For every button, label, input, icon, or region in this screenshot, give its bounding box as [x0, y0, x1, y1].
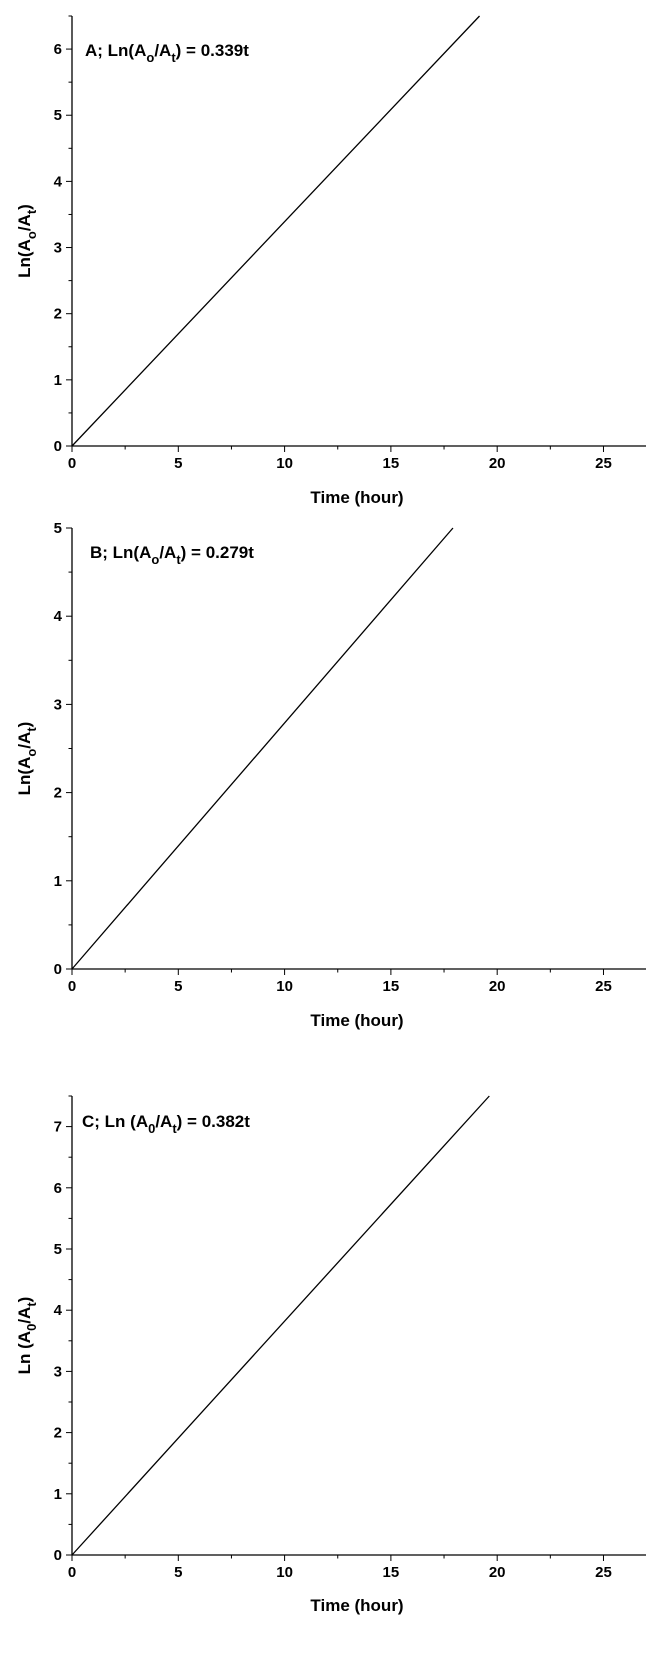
x-tick-label: 5: [174, 455, 182, 472]
y-tick-label: 4: [54, 1302, 63, 1319]
x-tick-label: 15: [383, 978, 400, 995]
y-axis-label-pre: Ln(A: [15, 757, 34, 796]
y-axis-label-mid: /A: [15, 1307, 34, 1324]
equation-annotation-post: ) = 0.382t: [177, 1112, 251, 1131]
x-tick-label: 15: [383, 1564, 400, 1581]
y-axis-label: Ln(Ao/At): [15, 722, 39, 796]
equation-annotation-sub2: t: [176, 552, 181, 567]
y-tick-label: 3: [54, 1363, 62, 1380]
equation-annotation: C; Ln (A0/At) = 0.382t: [82, 1112, 250, 1136]
x-tick-label: 0: [68, 455, 76, 472]
equation-annotation-post: ) = 0.279t: [181, 543, 255, 562]
y-tick-label: 7: [54, 1119, 62, 1136]
series-line: [71, 1095, 490, 1556]
y-tick-label: 0: [54, 1547, 62, 1564]
series-line: [71, 15, 481, 447]
x-tick-label: 25: [595, 978, 612, 995]
y-axis-label-pre: Ln(A: [15, 239, 34, 278]
y-tick-label: 1: [54, 873, 62, 890]
equation-annotation-sub2: t: [172, 1121, 177, 1136]
x-tick-label: 5: [174, 978, 182, 995]
x-tick-label: 15: [383, 455, 400, 472]
equation-annotation-pre: B; Ln(A: [90, 543, 151, 562]
equation-annotation-pre: C; Ln (A: [82, 1112, 148, 1131]
y-axis-label-sub2: t: [24, 209, 39, 214]
y-tick-label: 3: [54, 240, 62, 257]
y-tick-label: 6: [54, 41, 62, 58]
x-tick-label: 0: [68, 978, 76, 995]
y-tick-label: 3: [54, 696, 62, 713]
y-axis-label-post: ): [15, 204, 34, 210]
series-line: [71, 527, 454, 970]
y-tick-label: 0: [54, 961, 62, 978]
equation-annotation-mid: /A: [159, 543, 176, 562]
x-tick-label: 20: [489, 455, 506, 472]
equation-annotation-post: ) = 0.339t: [176, 41, 250, 60]
y-tick-label: 5: [54, 1241, 62, 1258]
equation-annotation-sub1: o: [146, 50, 154, 65]
y-axis-label-mid: /A: [15, 214, 34, 231]
y-tick-label: 2: [54, 785, 62, 802]
equation-annotation: A; Ln(Ao/At) = 0.339t: [85, 41, 249, 65]
x-tick-label: 5: [174, 1564, 182, 1581]
y-axis-label-sub1: 0: [24, 1324, 39, 1331]
y-tick-label: 6: [54, 1180, 62, 1197]
equation-annotation-sub1: o: [151, 552, 159, 567]
y-tick-label: 2: [54, 306, 62, 323]
x-tick-label: 20: [489, 1564, 506, 1581]
equation-annotation-sub2: t: [171, 50, 176, 65]
y-axis-label-sub1: o: [24, 231, 39, 239]
x-tick-label: 10: [276, 978, 293, 995]
x-axis-label: Time (hour): [310, 1596, 403, 1615]
x-tick-label: 10: [276, 455, 293, 472]
y-tick-label: 0: [54, 438, 62, 455]
x-tick-label: 10: [276, 1564, 293, 1581]
y-axis-label-mid: /A: [15, 732, 34, 749]
y-tick-label: 1: [54, 372, 62, 389]
y-tick-label: 5: [54, 520, 62, 537]
y-axis-label: Ln (A0/At): [15, 1297, 39, 1375]
y-axis-label-pre: Ln (A: [15, 1331, 34, 1374]
equation-annotation-sub1: 0: [148, 1121, 155, 1136]
y-axis-label-post: ): [15, 722, 34, 728]
y-axis-label: Ln(Ao/At): [15, 204, 39, 278]
y-axis-label-sub1: o: [24, 749, 39, 757]
x-tick-label: 25: [595, 455, 612, 472]
x-tick-label: 0: [68, 1564, 76, 1581]
equation-annotation-mid: /A: [154, 41, 171, 60]
y-axis-label-sub2: t: [24, 727, 39, 732]
x-tick-label: 20: [489, 978, 506, 995]
equation-annotation: B; Ln(Ao/At) = 0.279t: [90, 543, 254, 567]
y-tick-label: 4: [54, 173, 63, 190]
x-axis-label: Time (hour): [310, 488, 403, 507]
y-axis-label-post: ): [15, 1297, 34, 1303]
y-axis-label-sub2: t: [24, 1302, 39, 1307]
equation-annotation-mid: /A: [155, 1112, 172, 1131]
y-tick-label: 4: [54, 608, 63, 625]
y-tick-label: 2: [54, 1425, 62, 1442]
y-tick-label: 5: [54, 107, 62, 124]
x-tick-label: 25: [595, 1564, 612, 1581]
equation-annotation-pre: A; Ln(A: [85, 41, 146, 60]
y-tick-label: 1: [54, 1486, 62, 1503]
x-axis-label: Time (hour): [310, 1011, 403, 1030]
